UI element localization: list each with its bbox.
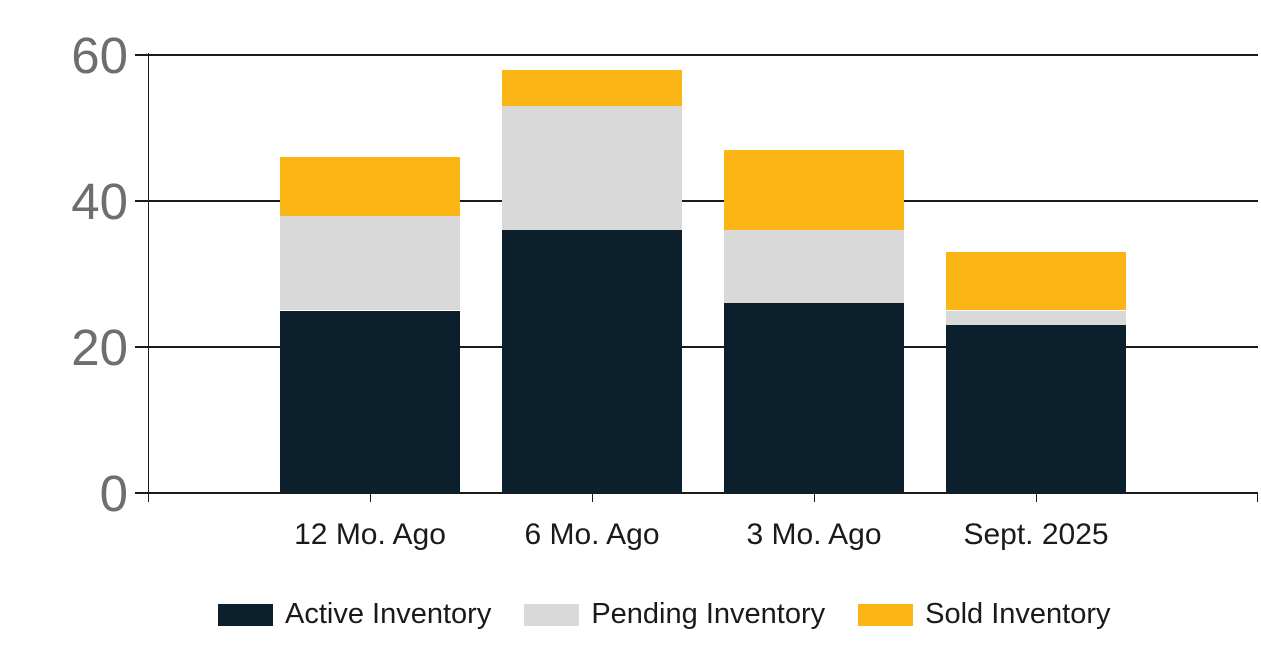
x-axis-tick: [592, 493, 594, 502]
gridline-y-60: [135, 54, 1258, 56]
bar-segment-pending-inventory-4: [946, 310, 1126, 326]
bar-segment-sold-inventory-3: [724, 149, 904, 231]
legend-label: Pending Inventory: [591, 598, 826, 630]
x-axis-category-label: 3 Mo. Ago: [746, 518, 882, 551]
bar-segment-pending-inventory-2: [502, 106, 682, 231]
gridline-y-0: [135, 492, 1258, 494]
y-axis-line: [148, 53, 150, 502]
legend-swatch-icon: [218, 603, 273, 626]
y-axis-tick-label: 40: [71, 173, 128, 230]
gridline-y-40: [135, 200, 1258, 202]
x-axis-tick: [1257, 493, 1259, 502]
x-axis-category-label: Sept. 2025: [963, 518, 1109, 551]
y-axis-tick-label: 20: [71, 319, 128, 376]
legend-swatch-icon: [524, 603, 580, 626]
bar-segment-pending-inventory-1: [280, 215, 460, 311]
gridline-y-20: [135, 346, 1258, 348]
bar-segment-active-inventory-2: [502, 230, 682, 493]
x-axis-tick: [1036, 493, 1038, 502]
bar-segment-sold-inventory-4: [946, 252, 1126, 311]
bar-segment-active-inventory-4: [946, 325, 1126, 493]
y-axis-tick-label: 60: [71, 27, 128, 84]
x-axis-category-label: 12 Mo. Ago: [294, 518, 446, 551]
legend-item-pending-inventory: Pending Inventory: [524, 600, 825, 629]
y-axis-tick-label: 0: [99, 465, 128, 522]
x-axis-tick: [370, 493, 372, 502]
legend-item-active-inventory: Active Inventory: [218, 600, 491, 629]
legend-swatch-icon: [858, 603, 914, 626]
legend-label: Active Inventory: [285, 598, 492, 630]
bar-segment-pending-inventory-3: [724, 230, 904, 304]
bar-segment-sold-inventory-1: [280, 157, 460, 216]
chart-legend: Active Inventory Pending Inventory Sold In…: [218, 600, 1111, 629]
bar-segment-active-inventory-1: [280, 310, 460, 493]
x-axis-tick: [814, 493, 816, 502]
legend-item-sold-inventory: Sold Inventory: [858, 598, 1111, 630]
legend-label: Sold Inventory: [925, 598, 1111, 630]
bar-segment-sold-inventory-2: [502, 69, 682, 107]
x-axis-category-label: 6 Mo. Ago: [524, 518, 660, 551]
bar-segment-active-inventory-3: [724, 303, 904, 493]
